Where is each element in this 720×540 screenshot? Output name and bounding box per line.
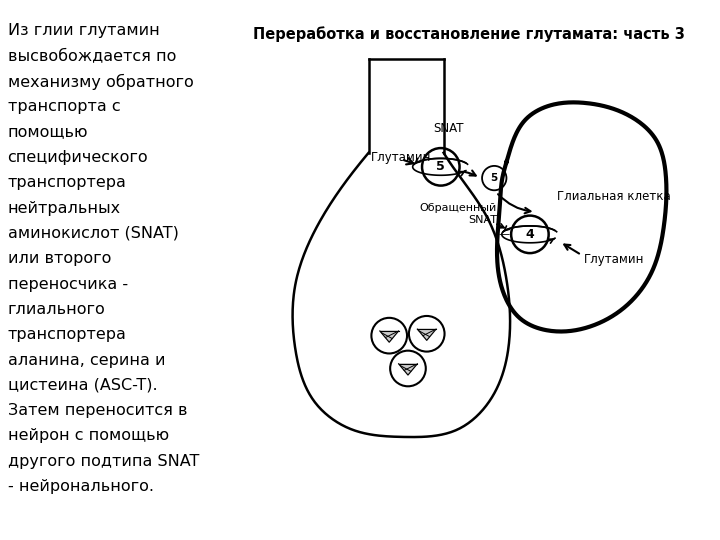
Text: нейтральных: нейтральных (7, 200, 121, 215)
Text: транспортера: транспортера (7, 176, 127, 190)
Text: помощью: помощью (7, 125, 88, 140)
Text: Глутамин: Глутамин (371, 151, 431, 164)
Text: Переработка и восстановление глутамата: часть 3: Переработка и восстановление глутамата: … (253, 26, 685, 42)
Text: транспортера: транспортера (7, 327, 127, 342)
Polygon shape (399, 364, 418, 375)
Text: переносчика -: переносчика - (7, 276, 127, 292)
Text: 5: 5 (436, 160, 445, 173)
Text: Глутамин: Глутамин (585, 253, 644, 266)
Polygon shape (418, 329, 436, 340)
Text: транспорта с: транспорта с (7, 99, 120, 114)
Text: 4: 4 (526, 228, 534, 241)
Text: специфического: специфического (7, 150, 148, 165)
Text: высвобождается по: высвобождается по (7, 49, 176, 64)
Circle shape (390, 350, 426, 386)
Circle shape (372, 318, 407, 354)
Text: - нейронального.: - нейронального. (7, 479, 153, 494)
Text: 5: 5 (490, 173, 498, 183)
Circle shape (482, 166, 506, 190)
Text: аланина, серина и: аланина, серина и (7, 353, 165, 368)
Text: Обращенный
SNAT: Обращенный SNAT (420, 204, 497, 225)
Text: цистеина (ASC-T).: цистеина (ASC-T). (7, 378, 157, 393)
Text: другого подтипа SNAT: другого подтипа SNAT (7, 454, 199, 469)
Text: аминокислот (SNAT): аминокислот (SNAT) (7, 226, 179, 241)
Text: —: — (498, 230, 509, 239)
Text: или второго: или второго (7, 251, 111, 266)
Text: SNAT: SNAT (433, 122, 464, 135)
Text: Из глии глутамин: Из глии глутамин (7, 23, 159, 38)
Circle shape (511, 215, 549, 253)
Text: глиального: глиального (7, 302, 105, 317)
Polygon shape (380, 331, 399, 342)
Text: Затем переносится в: Затем переносится в (7, 403, 187, 418)
Text: механизму обратного: механизму обратного (7, 74, 193, 90)
Circle shape (422, 148, 459, 186)
Text: Глиальная клетка: Глиальная клетка (557, 190, 670, 204)
Circle shape (409, 316, 444, 352)
Text: нейрон с помощью: нейрон с помощью (7, 429, 168, 443)
